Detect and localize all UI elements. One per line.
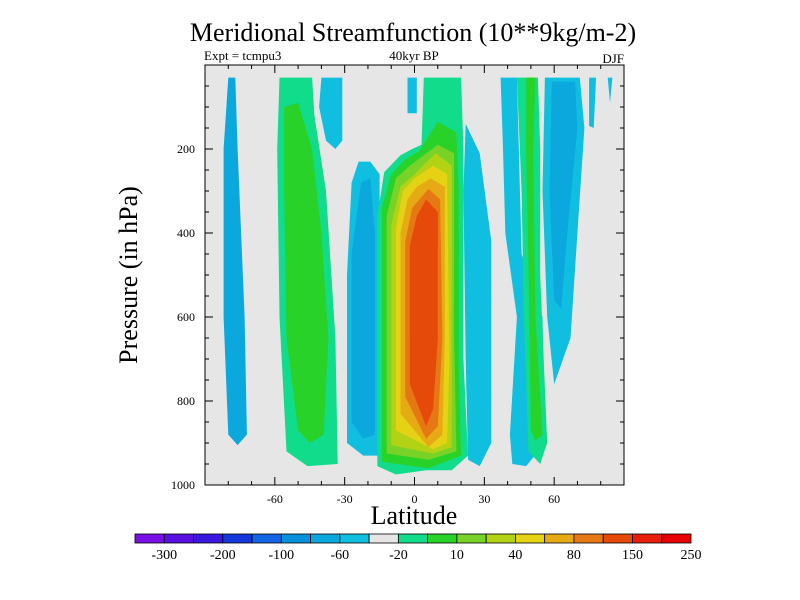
colorbar-label: -300 [151,548,177,563]
colorbar-swatch [339,533,370,544]
colorbar-label: -20 [389,548,408,563]
colorbar-label: -100 [268,548,294,563]
x-axis-label: Latitude [371,501,458,530]
colorbar-label: 150 [622,548,643,563]
colorbar [134,533,692,544]
colorbar-swatch [251,533,282,544]
colorbar-swatch [163,533,194,544]
contour-region-3 [319,77,343,149]
y-tick-label: 400 [177,226,195,240]
colorbar-swatch [456,533,487,544]
subtitle-experiment: Expt = tcmpu3 [204,48,281,63]
x-tick-label: 0 [412,492,418,506]
y-tick-label: 200 [177,142,195,156]
colorbar-labels: -300 -200 -100 -60 -20 10 40 80 150 250 [151,548,701,563]
contour-region-15 [463,123,492,467]
colorbar-swatch [280,533,311,544]
contour-region-14 [409,199,438,427]
colorbar-label: 80 [567,548,581,563]
y-tick-label: 1000 [171,478,195,492]
x-tick-label: -60 [267,492,283,506]
y-tick-label: 800 [177,394,195,408]
colorbar-swatch [661,533,692,544]
contour-fill-layer [223,77,613,475]
colorbar-swatch [632,533,663,544]
contour-region-5 [351,178,375,439]
contour-region-6 [407,77,417,114]
colorbar-label: 10 [450,548,464,563]
colorbar-swatch [573,533,604,544]
contour-region-22 [607,77,613,103]
x-tick-label: 30 [478,492,490,506]
x-tick-label: -30 [337,492,353,506]
colorbar-swatch [427,533,458,544]
contour-region-20 [549,81,578,309]
contour-region-2 [284,102,329,444]
colorbar-swatch [515,533,546,544]
subtitle-period: 40kyr BP [389,48,438,63]
colorbar-label: -200 [210,548,236,563]
x-axis-ticks: -60 -30 0 30 60 [267,65,560,506]
colorbar-label: -60 [330,548,349,563]
colorbar-swatch [310,533,341,544]
minor-ticks [205,65,624,485]
colorbar-label: 40 [508,548,522,563]
colorbar-swatch [368,533,399,544]
colorbar-swatch [602,533,633,544]
colorbar-swatch [485,533,516,544]
chart-title: Meridional Streamfunction (10**9kg/m-2) [190,18,636,47]
y-axis-label: Pressure (in hPa) [114,186,143,364]
colorbar-swatch [134,533,165,544]
x-tick-label: 60 [548,492,560,506]
y-axis-ticks: 200 400 600 800 1000 [171,142,624,492]
colorbar-label: 250 [681,548,702,563]
colorbar-swatch [193,533,224,544]
colorbar-swatch [222,533,253,544]
contour-region-21 [589,77,597,128]
subtitle-season: DJF [602,51,624,66]
contour-region-18 [526,77,543,441]
y-tick-label: 600 [177,310,195,324]
contour-region-0 [223,77,247,446]
colorbar-swatch [397,533,429,544]
colorbar-swatch [544,533,575,544]
